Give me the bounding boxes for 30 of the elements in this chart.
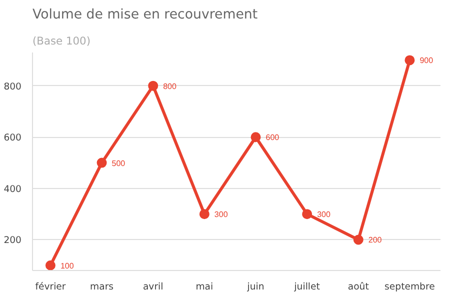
y-tick-label: 200	[4, 235, 22, 246]
point	[250, 132, 261, 142]
x-tick-label: avril	[142, 282, 164, 292]
point	[96, 158, 107, 168]
point	[199, 209, 210, 220]
x-tick-label: août	[348, 282, 370, 292]
point	[353, 234, 364, 245]
point	[148, 80, 158, 91]
x-tick-label: septembre	[384, 282, 436, 292]
x-tick-label: juin	[246, 282, 264, 292]
y-tick-label: 800	[4, 81, 22, 92]
x-tick-label: février	[35, 282, 66, 292]
data-label: 900	[420, 56, 434, 66]
point	[45, 260, 56, 270]
data-label: 800	[163, 82, 177, 91]
x-tick-label: mars	[90, 282, 114, 292]
y-tick-label: 400	[4, 184, 22, 195]
chart-subtitle: (Base 100)	[32, 34, 90, 48]
data-label: 300	[317, 210, 331, 220]
data-label: 100	[60, 261, 74, 270]
data-label: 300	[214, 210, 228, 220]
x-tick-label: juillet	[293, 282, 320, 292]
data-label: 500	[112, 158, 126, 168]
y-tick-label: 600	[4, 132, 22, 144]
data-label: 600	[266, 133, 280, 142]
data-label: 200	[368, 236, 382, 245]
chart-title: Volume de mise en recouvrement	[32, 8, 258, 22]
point	[302, 209, 312, 220]
x-tick-label: mai	[196, 282, 214, 292]
point	[404, 55, 415, 66]
